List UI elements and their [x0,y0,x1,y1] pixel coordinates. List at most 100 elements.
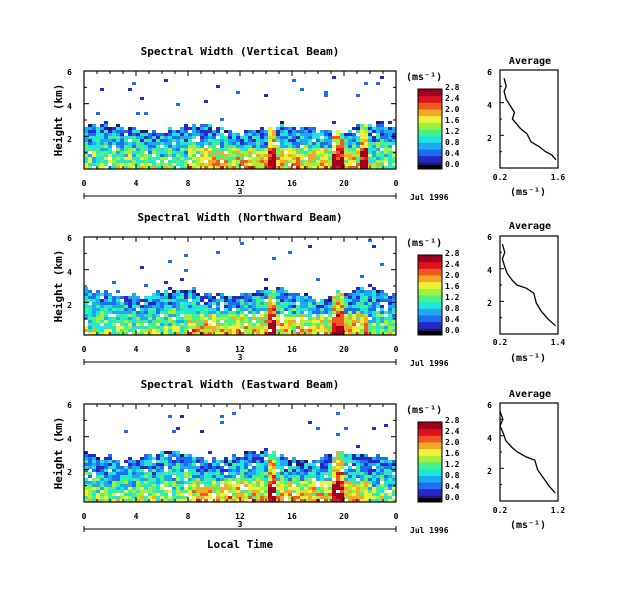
heatmap-cell [116,475,120,478]
heatmap-cell [356,311,360,314]
heatmap-cell [116,332,120,335]
heatmap-cell [204,148,208,151]
heatmap-cell [124,484,128,487]
heatmap-cell [332,151,336,154]
heatmap-cell [188,290,192,293]
heatmap-cell [128,127,132,130]
x-tick-label: 16 [287,512,297,521]
heatmap-cell [128,487,132,490]
heatmap-cell [140,326,144,329]
heatmap-cell [272,139,276,142]
heatmap-cell [196,160,200,163]
heatmap-cell [164,496,168,499]
heatmap-cell [332,311,336,314]
heatmap-cell [392,163,396,166]
heatmap-cell [120,478,124,481]
heatmap-cell [168,451,172,454]
heatmap-cell [360,160,364,163]
heatmap-cell [304,127,308,130]
colorbar-swatch [418,268,442,271]
heatmap-cell [132,496,136,499]
heatmap-cell [128,475,132,478]
heatmap-cell [236,160,240,163]
heatmap-cell [352,154,356,157]
heatmap-cell [308,490,312,493]
heatmap-cell [300,460,304,463]
heatmap-cell [372,157,376,160]
heatmap-cell [136,139,140,142]
heatmap-cell [324,463,328,466]
heatmap-cell [368,299,372,302]
heatmap-cell [256,130,260,133]
heatmap-cell [388,163,392,166]
heatmap-cell [160,139,164,142]
heatmap-cell [144,139,148,142]
heatmap-cell [328,475,332,478]
heatmap-cell [108,326,112,329]
heatmap-cell [164,481,168,484]
heatmap-cell [108,136,112,139]
heatmap-cell [192,493,196,496]
heatmap-cell [248,484,252,487]
heatmap-cell [168,308,172,311]
heatmap-cell [268,493,272,496]
heatmap-cell [300,326,304,329]
heatmap-cell [260,454,264,457]
heatmap-cell [120,329,124,332]
heatmap-cell [276,305,280,308]
heatmap-cell [276,320,280,323]
heatmap-cell [372,163,376,166]
heatmap-plot [83,236,397,336]
heatmap-cell [260,475,264,478]
heatmap-cell [364,305,368,308]
heatmap-cell [96,469,100,472]
heatmap-cell [300,160,304,163]
heatmap-cell [216,154,220,157]
heatmap-cell [100,496,104,499]
heatmap-cell [296,163,300,166]
heatmap-cell [100,475,104,478]
heatmap-cell [260,314,264,317]
heatmap-cell [128,136,132,139]
heatmap-cell [212,302,216,305]
heatmap-cell [360,287,364,290]
heatmap-cell [188,469,192,472]
heatmap-cell [196,481,200,484]
heatmap-cell [168,481,172,484]
colorbar-swatch [418,490,442,492]
heatmap-cell [216,151,220,154]
heatmap-cell [348,469,352,472]
heatmap-cell [380,496,384,499]
heatmap-cell [344,472,348,475]
heatmap-cell [136,148,140,151]
heatmap-cell [96,296,100,299]
heatmap-cell [340,148,344,151]
heatmap-cell [100,127,104,130]
colorbar-tick-label: 0.4 [445,315,460,324]
heatmap-cell [240,493,244,496]
heatmap-cell [204,314,208,317]
heatmap-cell [340,154,344,157]
heatmap-cell [124,157,128,160]
heatmap-cell [368,160,372,163]
heatmap-cell [220,469,224,472]
heatmap-cell [176,142,180,145]
heatmap-cell [168,320,172,323]
heatmap-cell [112,332,116,335]
colorbar-swatch [418,329,442,332]
heatmap-cell [352,145,356,148]
heatmap-cell [120,136,124,139]
colorbar-swatch [418,89,442,91]
heatmap-cell [156,332,160,335]
colorbar-swatch [418,91,442,94]
heatmap-cell [336,166,340,169]
heatmap-cell [212,487,216,490]
heatmap-cell [152,493,156,496]
heatmap-cell [104,145,108,148]
heatmap-cell [388,130,392,133]
heatmap-cell [364,296,368,299]
heatmap-cell [292,302,296,305]
heatmap-cell [304,308,308,311]
heatmap-cell [344,454,348,457]
